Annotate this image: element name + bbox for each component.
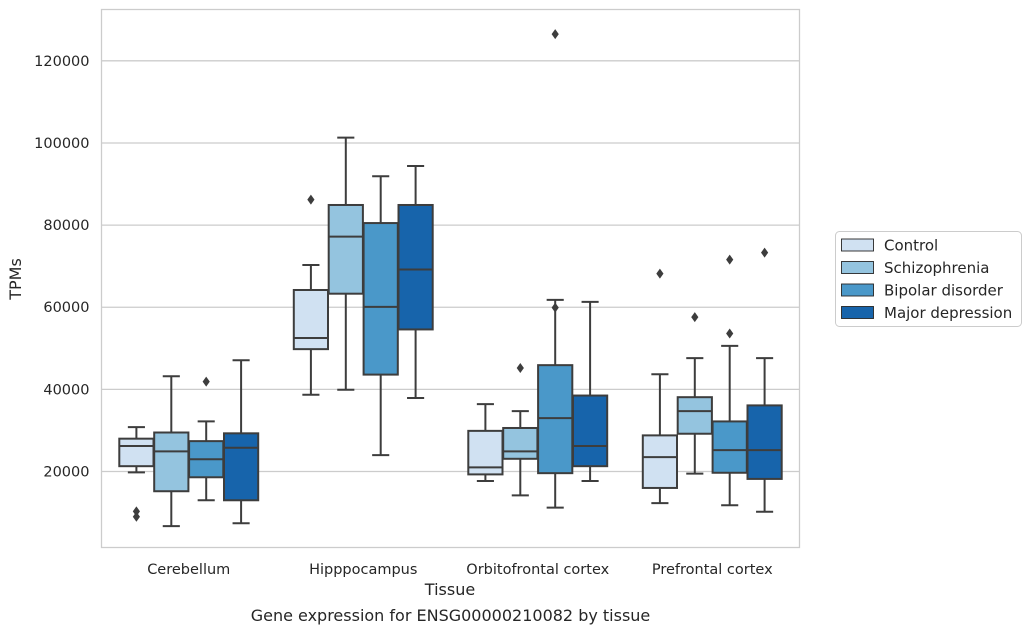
x-tick-label: Orbitofrontal cortex (466, 562, 609, 578)
boxes-layer (118, 29, 783, 528)
box-1-0 (153, 375, 190, 528)
outlier-point (132, 511, 140, 522)
outlier-point (132, 506, 140, 517)
box-body (537, 364, 574, 475)
outlier-point (691, 312, 699, 323)
y-tick-label: 40000 (43, 382, 89, 398)
box-body (571, 394, 609, 468)
legend-swatch (841, 306, 874, 319)
outlier-point (551, 29, 559, 40)
gridlines (101, 60, 800, 473)
box-body (641, 434, 679, 489)
y-tick-label: 100000 (34, 136, 89, 152)
outlier-point (516, 363, 524, 374)
legend-entry-label: Major depression (884, 304, 1012, 322)
y-tick-label: 120000 (34, 54, 89, 70)
legend-swatch (841, 238, 874, 252)
box-1-3 (676, 312, 713, 475)
box-body (502, 426, 539, 460)
legend-swatch (841, 261, 874, 274)
box-2-3 (711, 254, 748, 507)
box-body (222, 432, 260, 502)
box-0-3 (641, 268, 679, 505)
outlier-point (726, 254, 734, 265)
outlier-point (307, 194, 315, 205)
x-axis-label: Tissue (424, 580, 475, 599)
legend: Control Schizophrenia Bipolar disorder Majo… (835, 231, 1022, 327)
legend-entry-label: Schizophrenia (884, 259, 989, 277)
box-body (711, 420, 748, 474)
box-0-1 (292, 194, 330, 396)
box-0-2 (467, 403, 504, 482)
box-0-0 (118, 426, 155, 522)
y-axis-ticks: 20000 40000 60000 80000 100000 120000 (34, 54, 89, 481)
x-tick-label: Cerebellum (147, 562, 230, 578)
box-3-0 (222, 359, 260, 525)
outlier-point (761, 247, 769, 258)
y-tick-label: 80000 (43, 218, 89, 234)
outlier-point (656, 268, 664, 279)
box-body (153, 431, 190, 493)
box-body (327, 203, 364, 295)
legend-frame (835, 231, 1022, 327)
box-3-1 (397, 164, 434, 400)
box-body (397, 203, 434, 331)
box-1-2 (502, 363, 539, 497)
chart-caption: Gene expression for ENSG00000210082 by t… (250, 606, 651, 625)
box-2-1 (362, 175, 399, 457)
box-1-1 (327, 136, 364, 391)
y-axis-label: TPMs (6, 258, 25, 301)
box-body (746, 404, 783, 480)
plot-frame (100, 8, 801, 549)
box-3-3 (746, 247, 783, 513)
box-2-0 (188, 376, 225, 502)
outlier-point (202, 376, 210, 387)
legend-entry-label: Control (884, 237, 938, 255)
box-body (118, 437, 155, 468)
box-body (676, 396, 713, 435)
legend-swatch (841, 283, 874, 297)
y-tick-label: 60000 (43, 300, 89, 316)
box-2-2 (537, 29, 574, 509)
outlier-point (726, 328, 734, 339)
y-tick-label: 20000 (43, 465, 89, 481)
outlier-point (551, 302, 559, 313)
legend-entry-label: Bipolar disorder (884, 282, 1004, 300)
box-3-2 (571, 300, 609, 482)
x-tick-label: Hipppocampus (309, 562, 417, 578)
x-tick-label: Prefrontal cortex (652, 562, 773, 578)
box-body (292, 288, 330, 351)
x-axis-ticks: Cerebellum Hipppocampus Orbitofrontal cort… (147, 562, 773, 578)
box-body (362, 222, 399, 376)
